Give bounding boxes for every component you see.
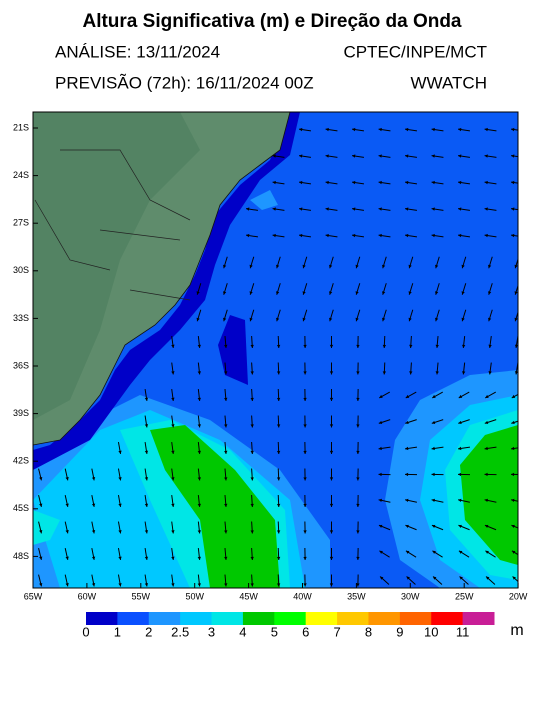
wave-arrow (407, 602, 414, 611)
arrow-head (434, 602, 437, 605)
arrow-shaft (460, 602, 467, 611)
lat-label: 21S (13, 122, 29, 132)
wave-arrow (171, 601, 174, 613)
arrow-shaft (172, 601, 174, 613)
lon-label: 60W (78, 591, 97, 601)
lon-label: 20W (509, 591, 528, 601)
lat-label: 39S (13, 408, 29, 418)
lon-label: 50W (185, 591, 204, 601)
model: WWATCH (411, 73, 487, 92)
map (33, 112, 523, 613)
colorbar-segment (337, 612, 369, 625)
colorbar-label: 0 (82, 624, 89, 639)
colorbar-segment (243, 612, 275, 625)
wave-arrow (303, 601, 306, 613)
lat-label: 30S (13, 265, 29, 275)
wave-arrow (118, 601, 121, 613)
arrow-shaft (198, 601, 199, 613)
wave-arrow (65, 601, 69, 613)
colorbar-segment (180, 612, 212, 625)
lon-label: 55W (132, 591, 151, 601)
colorbar-segment (117, 612, 149, 625)
arrow-head (487, 602, 490, 605)
arrow-shaft (65, 601, 68, 613)
arrow-shaft (92, 601, 94, 613)
lon-label: 40W (293, 591, 312, 601)
wave-arrow (460, 602, 467, 611)
arrow-head (513, 602, 516, 605)
wave-arrow (145, 601, 148, 613)
colorbar-label: 11 (456, 624, 470, 639)
lon-label: 45W (239, 591, 258, 601)
colorbar-unit: m (510, 622, 523, 639)
colorbar-segment (463, 612, 495, 625)
arrow-shaft (225, 601, 226, 613)
arrow-head (39, 609, 42, 612)
colorbar-segment (306, 612, 338, 625)
colorbar-segment (86, 612, 118, 625)
colorbar-label: 10 (424, 624, 438, 639)
arrow-shaft (381, 602, 388, 611)
lat-label: 33S (13, 313, 29, 323)
arrow-shaft (252, 601, 253, 613)
colorbar-segment (212, 612, 244, 625)
arrow-shaft (278, 601, 279, 613)
title: Altura Significativa (m) e Direção da On… (82, 11, 461, 32)
wave-arrow (356, 601, 359, 613)
colorbar-label: 4 (239, 624, 246, 639)
lat-label: 24S (13, 170, 29, 180)
wave-arrow (224, 601, 227, 613)
colorbar-label: 2 (145, 624, 152, 639)
colorbar-segment (431, 612, 463, 625)
colorbar-segment (274, 612, 306, 625)
colorbar-label: 5 (271, 624, 278, 639)
arrow-shaft (407, 602, 414, 611)
colorbar-segment (368, 612, 400, 625)
lon-label: 65W (24, 591, 43, 601)
colorbar-label: 2.5 (171, 624, 189, 639)
arrow-head (407, 602, 410, 605)
wave-arrow (92, 601, 95, 613)
wave-arrow (513, 602, 520, 611)
colorbar-label: 9 (396, 624, 403, 639)
wave-arrow (251, 601, 254, 613)
colorbar-label: 3 (208, 624, 215, 639)
lon-label: 30W (401, 591, 420, 601)
arrow-shaft (487, 602, 494, 611)
colorbar-label: 8 (365, 624, 372, 639)
colorbar-label: 6 (302, 624, 309, 639)
colorbar-segment (149, 612, 181, 625)
wave-arrow (434, 602, 441, 611)
arrow-shaft (145, 601, 147, 613)
arrow-shaft (434, 602, 441, 611)
lon-label: 25W (455, 591, 474, 601)
analysis: ANÁLISE: 13/11/2024 (55, 42, 220, 61)
lat-label: 48S (13, 551, 29, 561)
arrow-shaft (39, 601, 42, 613)
wave-arrow (487, 602, 494, 611)
colorbar-label: 1 (114, 624, 121, 639)
colorbar-label: 7 (333, 624, 340, 639)
wave-arrow (277, 601, 280, 613)
arrow-head (381, 602, 384, 605)
lat-label: 36S (13, 360, 29, 370)
arrow-head (66, 609, 69, 612)
lat-label: 45S (13, 503, 29, 513)
colorbar-segment (400, 612, 432, 625)
wave-arrow (330, 601, 333, 613)
arrow-head (460, 602, 463, 605)
arrow-shaft (513, 602, 520, 611)
forecast: PREVISÃO (72h): 16/11/2024 00Z (55, 73, 314, 92)
lat-label: 27S (13, 218, 29, 228)
wave-arrow (39, 601, 43, 613)
wave-arrow (198, 601, 201, 613)
arrow-shaft (118, 601, 120, 613)
lon-label: 35W (347, 591, 366, 601)
wave-arrow (381, 602, 388, 611)
source: CPTEC/INPE/MCT (343, 42, 487, 61)
lat-label: 42S (13, 456, 29, 466)
